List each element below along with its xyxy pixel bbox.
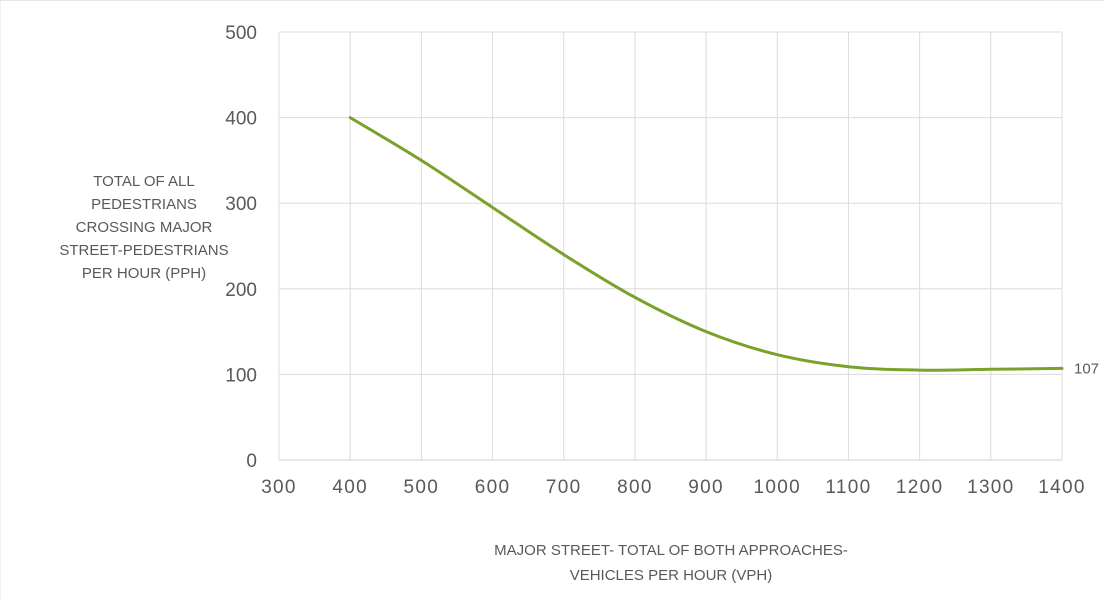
data-label-107: 107 bbox=[1074, 360, 1099, 377]
x-tick-label-700: 700 bbox=[546, 477, 582, 498]
y-tick-label-0: 0 bbox=[246, 451, 257, 472]
y-axis-title-line-3: STREET-PEDESTRIANS bbox=[59, 242, 228, 259]
tick-labels: 0 100 200 300 400 500 300 400 500 600 700 800 900 100… bbox=[225, 23, 1085, 498]
x-tick-label-1400: 1400 bbox=[1038, 477, 1085, 498]
y-axis-title-line-2: CROSSING MAJOR bbox=[76, 219, 213, 236]
x-tick-label-1300: 1300 bbox=[967, 477, 1014, 498]
x-tick-label-500: 500 bbox=[404, 477, 440, 498]
y-tick-label-100: 100 bbox=[225, 365, 257, 386]
x-axis-title-line-0: MAJOR STREET- TOTAL OF BOTH APPROACHES- bbox=[494, 542, 848, 559]
x-tick-label-1200: 1200 bbox=[896, 477, 943, 498]
grid bbox=[278, 31, 1063, 461]
series-line-0 bbox=[348, 116, 1064, 372]
x-tick-label-400: 400 bbox=[332, 477, 368, 498]
y-axis-title-line-0: TOTAL OF ALL bbox=[93, 173, 194, 190]
series bbox=[348, 116, 1064, 372]
x-tick-label-1100: 1100 bbox=[825, 477, 871, 498]
axis-titles: TOTAL OF ALL PEDESTRIANS CROSSING MAJOR STR… bbox=[59, 173, 847, 584]
x-axis-title-line-1: VEHICLES PER HOUR (VPH) bbox=[570, 567, 773, 584]
x-tick-label-900: 900 bbox=[688, 477, 724, 498]
x-tick-label-1000: 1000 bbox=[754, 477, 801, 498]
y-axis-title-line-4: PER HOUR (PPH) bbox=[82, 265, 206, 282]
y-tick-label-400: 400 bbox=[225, 109, 257, 130]
x-tick-label-800: 800 bbox=[617, 477, 653, 498]
x-tick-label-300: 300 bbox=[261, 477, 297, 498]
y-axis-title-line-1: PEDESTRIANS bbox=[91, 196, 197, 213]
x-tick-label-600: 600 bbox=[475, 477, 511, 498]
y-tick-label-200: 200 bbox=[225, 280, 257, 301]
data-labels: 107 bbox=[1074, 360, 1099, 377]
y-tick-label-500: 500 bbox=[225, 23, 257, 44]
y-tick-label-300: 300 bbox=[225, 194, 257, 215]
